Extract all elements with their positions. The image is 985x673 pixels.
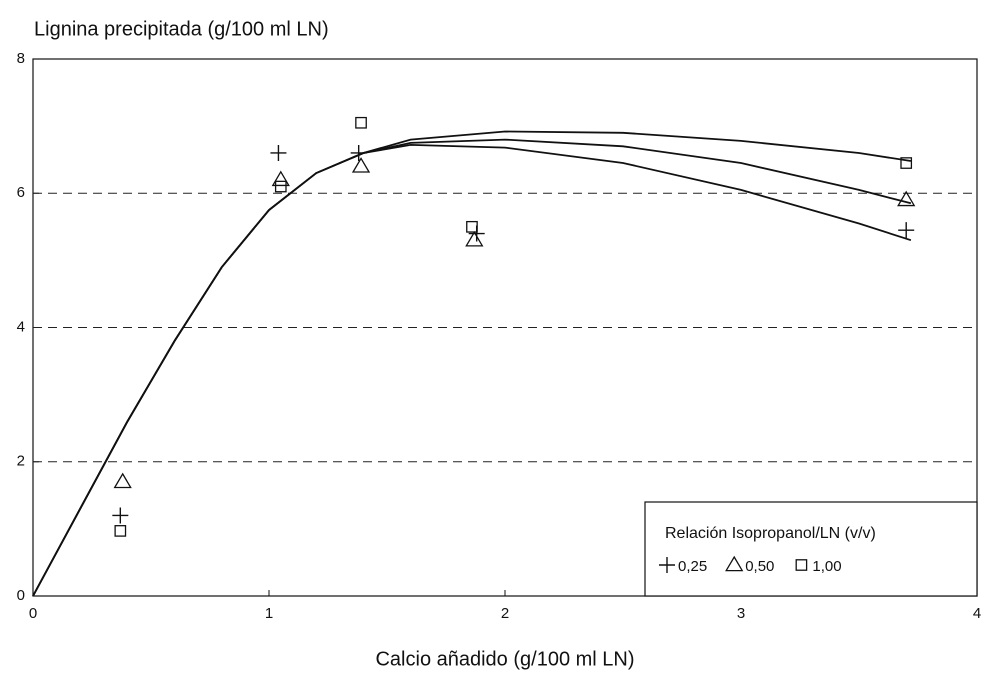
triangle-marker xyxy=(351,157,371,173)
square-marker xyxy=(466,220,478,233)
y-axis-label: Lignina precipitada (g/100 ml LN) xyxy=(34,18,329,40)
triangle-marker xyxy=(271,170,290,187)
square-marker xyxy=(795,559,808,571)
plus-marker xyxy=(659,557,675,573)
plus-marker xyxy=(898,222,915,239)
y-tick-label: 4 xyxy=(17,318,25,335)
legend-label: 0,25 xyxy=(678,558,707,575)
square-marker xyxy=(355,116,367,129)
y-tick-label: 0 xyxy=(17,587,25,604)
square-marker xyxy=(274,180,287,193)
legend-box xyxy=(644,501,978,597)
legend-label: 0,50 xyxy=(745,558,774,575)
triangle-marker xyxy=(725,555,744,572)
x-tick-label: 1 xyxy=(265,605,273,622)
y-tick-label: 2 xyxy=(17,453,25,470)
triangle-marker xyxy=(897,190,916,207)
plus-marker xyxy=(350,144,367,161)
x-tick-label: 2 xyxy=(501,605,509,622)
triangle-marker xyxy=(465,230,484,247)
y-tick-label: 6 xyxy=(17,184,25,201)
legend-label: 1,00 xyxy=(812,558,841,575)
x-tick-label: 0 xyxy=(29,605,37,622)
plus-marker xyxy=(270,144,287,161)
fit-curve xyxy=(32,130,912,597)
x-tick-label: 3 xyxy=(737,605,745,622)
plus-marker xyxy=(112,507,129,524)
square-marker xyxy=(900,157,913,169)
triangle-marker xyxy=(113,472,132,489)
x-axis-label: Calcio añadido (g/100 ml LN) xyxy=(375,648,634,670)
y-tick-label: 8 xyxy=(17,50,25,67)
x-tick-label: 4 xyxy=(973,605,981,622)
square-marker xyxy=(114,525,127,537)
legend-title: Relación Isopropanol/LN (v/v) xyxy=(665,525,876,542)
